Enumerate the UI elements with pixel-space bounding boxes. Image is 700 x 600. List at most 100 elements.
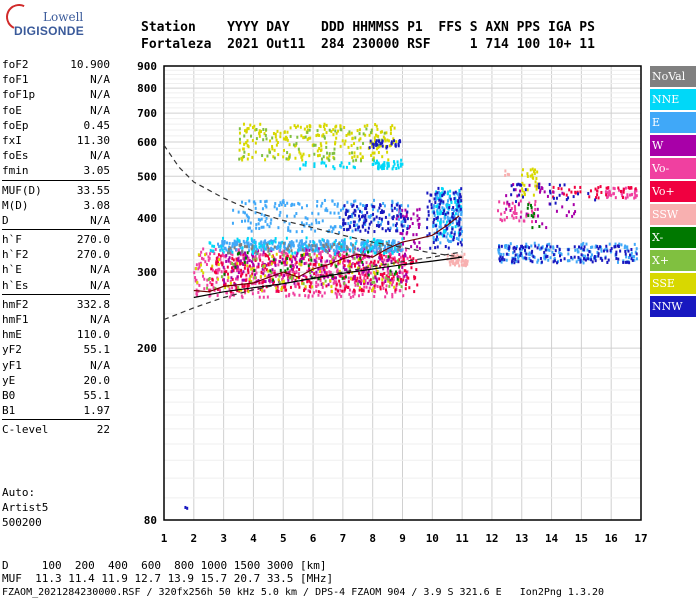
data-point: [243, 278, 246, 282]
data-point: [270, 218, 273, 222]
data-point: [457, 261, 460, 265]
data-point: [448, 194, 451, 198]
y-tick-label: 900: [137, 60, 157, 73]
data-point: [499, 217, 502, 221]
data-point: [284, 137, 287, 141]
data-point: [288, 276, 291, 280]
data-point: [340, 245, 343, 249]
data-point: [336, 268, 339, 272]
data-point: [310, 269, 313, 273]
data-point: [333, 211, 336, 215]
data-point: [302, 282, 305, 286]
data-point: [238, 157, 241, 161]
data-point: [311, 248, 314, 252]
data-point: [284, 285, 287, 289]
data-point: [370, 128, 373, 132]
data-point: [274, 263, 277, 267]
data-point: [266, 154, 269, 158]
data-point: [312, 263, 315, 267]
data-point: [406, 256, 409, 260]
legend-item-noval: NoVal: [650, 66, 696, 87]
data-point: [321, 201, 324, 205]
data-point: [630, 247, 633, 251]
data-point: [394, 288, 397, 292]
data-point: [392, 278, 395, 282]
data-point: [634, 187, 637, 191]
data-point: [289, 126, 292, 130]
param-value: N/A: [90, 358, 110, 372]
data-point: [613, 187, 616, 191]
data-point: [387, 249, 390, 253]
data-point: [444, 245, 447, 249]
data-point: [223, 270, 226, 274]
param-separator: [2, 179, 110, 181]
data-point: [507, 247, 510, 251]
data-point: [283, 263, 286, 267]
data-point: [385, 291, 388, 295]
data-point: [343, 238, 346, 242]
data-point: [250, 267, 253, 271]
data-point: [312, 240, 315, 244]
data-point: [263, 274, 266, 278]
data-point: [387, 257, 390, 261]
data-point: [393, 285, 396, 289]
data-point: [216, 277, 219, 281]
data-point: [363, 277, 366, 281]
data-point: [528, 253, 531, 257]
data-point: [523, 219, 526, 223]
data-point: [200, 263, 203, 267]
data-point: [451, 220, 454, 224]
data-point: [344, 259, 347, 263]
data-point: [220, 245, 223, 249]
data-point: [212, 249, 215, 253]
data-point: [372, 198, 375, 202]
data-point: [390, 142, 393, 146]
data-point: [528, 256, 531, 260]
data-point: [335, 136, 338, 140]
data-point: [397, 278, 400, 282]
data-point: [278, 281, 281, 285]
data-point: [556, 244, 559, 248]
data-point: [416, 214, 419, 218]
data-point: [624, 252, 627, 256]
data-point: [290, 240, 293, 244]
data-point: [285, 255, 288, 259]
data-point: [431, 210, 434, 214]
data-point: [221, 254, 224, 258]
data-point: [586, 253, 589, 257]
data-point: [366, 211, 369, 215]
data-point: [288, 222, 291, 226]
data-point: [538, 186, 541, 190]
data-point: [633, 242, 636, 246]
data-point: [380, 217, 383, 221]
data-point: [582, 261, 585, 265]
data-point: [529, 168, 532, 172]
data-point: [213, 252, 216, 256]
data-point: [294, 285, 297, 289]
data-point: [248, 277, 251, 281]
data-point: [300, 239, 303, 243]
data-point: [239, 246, 242, 250]
data-point: [413, 277, 416, 281]
data-point: [347, 227, 350, 231]
data-point: [308, 253, 311, 257]
data-point: [371, 207, 374, 211]
data-point: [246, 238, 249, 242]
data-point: [309, 274, 312, 278]
data-point: [390, 252, 393, 256]
data-point: [326, 250, 329, 254]
data-point: [316, 129, 319, 133]
data-point: [395, 140, 398, 144]
param-name: hmF2: [2, 297, 29, 311]
data-point: [377, 143, 380, 147]
data-point: [268, 249, 271, 253]
data-point: [233, 281, 236, 285]
data-point: [215, 260, 218, 264]
data-point: [239, 141, 242, 145]
data-point: [590, 245, 593, 249]
data-point: [393, 206, 396, 210]
data-point: [339, 257, 342, 261]
data-point: [515, 245, 518, 249]
data-point: [435, 217, 438, 221]
data-point: [331, 290, 334, 294]
